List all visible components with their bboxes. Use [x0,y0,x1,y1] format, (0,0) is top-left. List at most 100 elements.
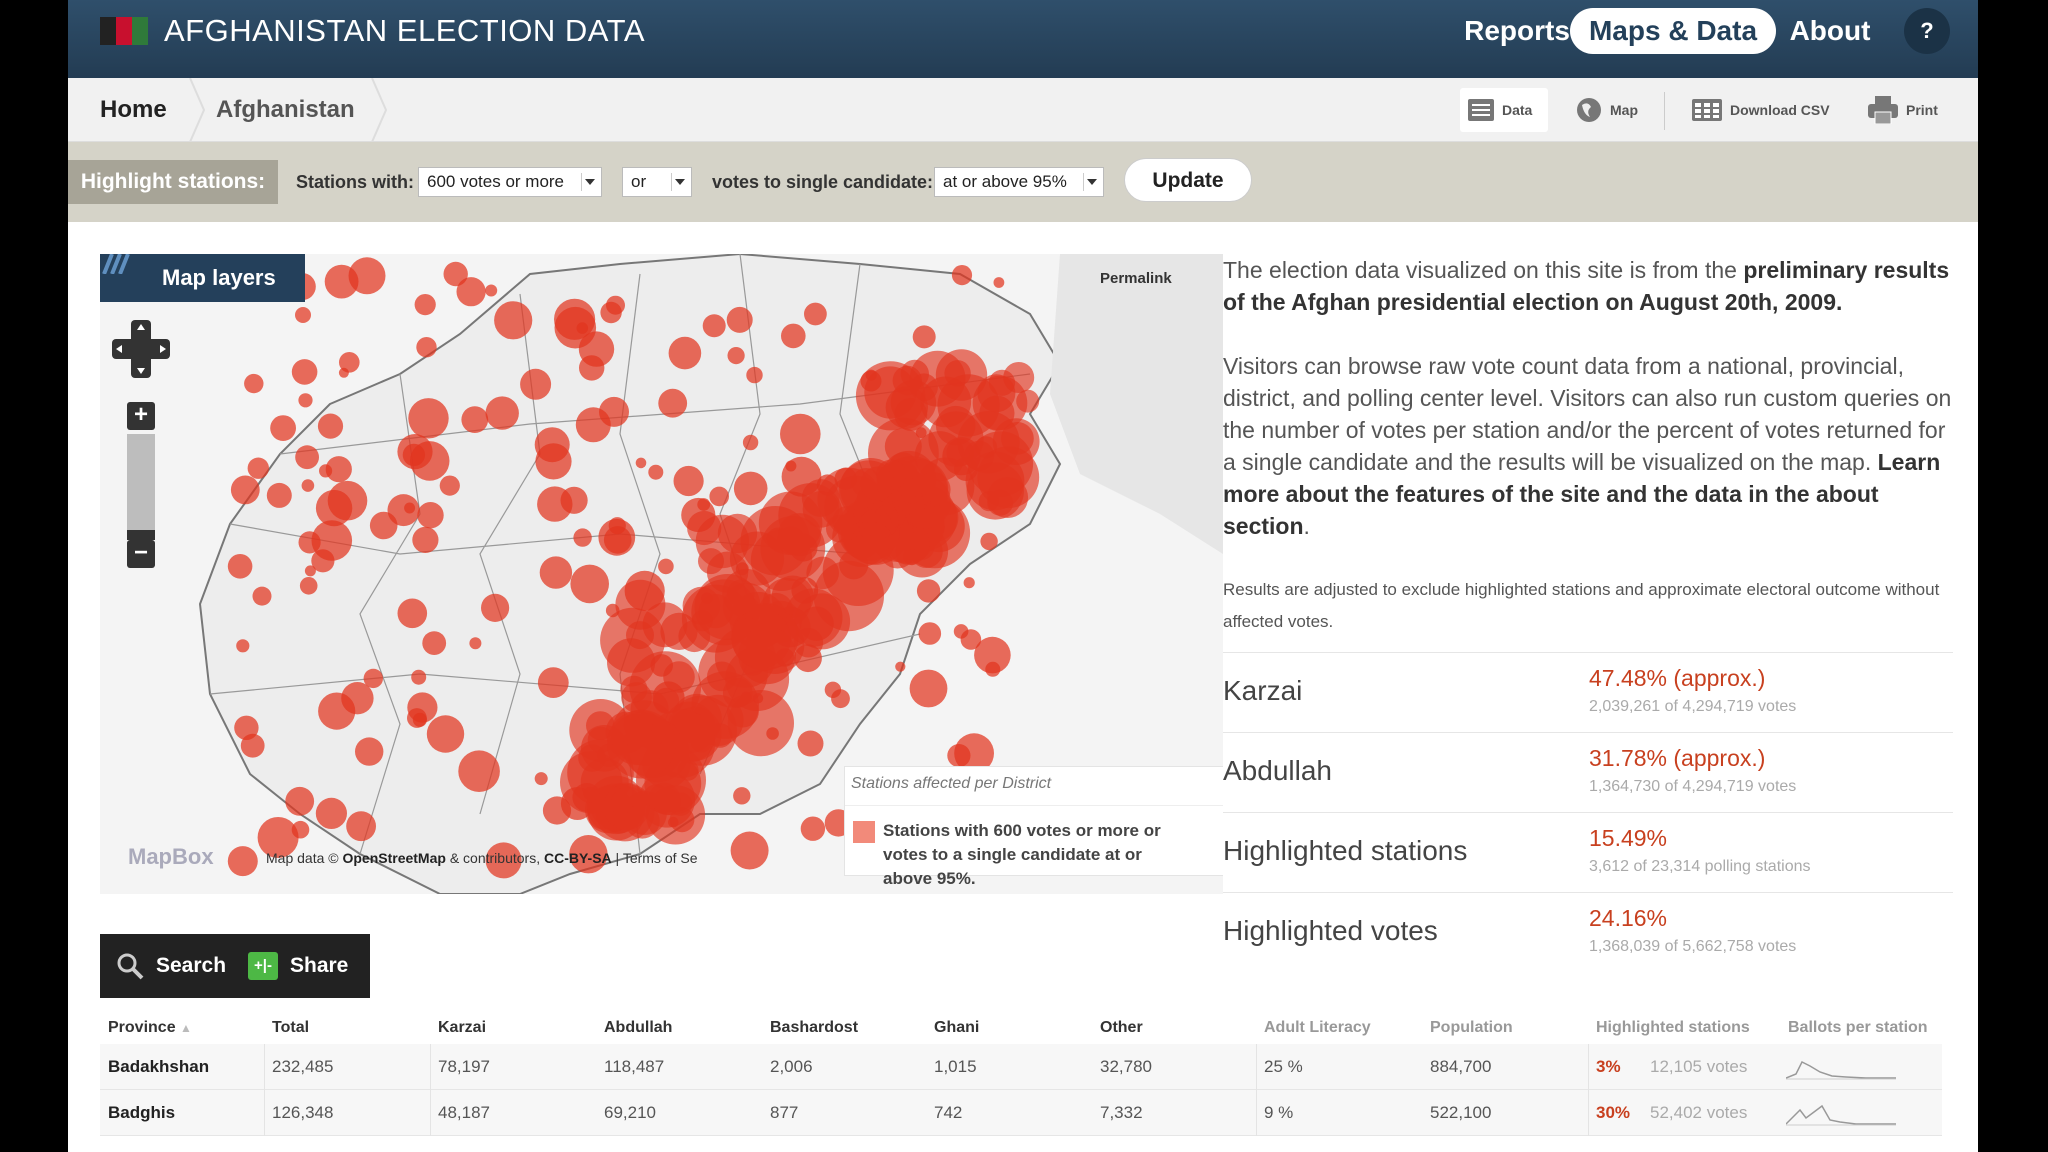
download-csv-button[interactable]: Download CSV [1684,88,1838,132]
station-bubble[interactable] [953,624,969,639]
logic-operator-select[interactable]: or [622,167,692,197]
pan-control[interactable] [112,320,170,378]
station-bubble[interactable] [985,661,1001,677]
station-bubble[interactable] [709,486,729,507]
station-bubble[interactable] [485,396,519,430]
station-bubble[interactable] [469,637,482,650]
station-bubble[interactable] [697,498,711,511]
nav-about[interactable]: About [1789,15,1871,46]
station-bubble[interactable] [780,413,821,455]
zoom-out-button[interactable]: − [127,540,155,568]
cell-province[interactable]: Badghis [108,1103,176,1122]
station-bubble[interactable] [963,577,975,589]
station-bubble[interactable] [575,407,611,443]
station-bubble[interactable] [422,631,447,655]
station-bubble[interactable] [485,842,522,879]
openstreetmap-link[interactable]: OpenStreetMap [342,850,446,866]
station-bubble[interactable] [266,482,292,508]
station-bubble[interactable] [781,323,806,349]
station-bubble[interactable] [252,586,272,606]
nav-reports[interactable]: Reports [1464,15,1570,46]
station-bubble[interactable] [600,301,622,324]
cell-province[interactable]: Badakhshan [108,1057,210,1076]
station-bubble[interactable] [311,549,335,573]
station-bubble[interactable] [717,513,758,554]
column-header-karzai[interactable]: Karzai [438,1019,487,1036]
station-bubble[interactable] [270,415,296,441]
station-bubble[interactable] [980,532,998,551]
station-bubble[interactable] [542,796,572,825]
column-header-adult-literacy[interactable]: Adult Literacy [1264,1019,1371,1036]
station-bubbles-layer[interactable] [227,257,1040,879]
station-bubble[interactable] [954,733,994,774]
station-bubble[interactable] [615,579,666,630]
station-bubble[interactable] [570,564,609,604]
station-bubble[interactable] [439,475,460,496]
station-bubble[interactable] [315,797,347,830]
station-bubble[interactable] [678,620,711,653]
station-bubble[interactable] [579,355,605,381]
breadcrumb-home[interactable]: Home [100,96,167,123]
station-bubble[interactable] [585,785,633,834]
station-bubble[interactable] [916,579,941,603]
station-bubble[interactable] [687,510,722,546]
station-bubble[interactable] [355,737,384,766]
station-bubble[interactable] [539,556,573,589]
column-header-highlighted-stations[interactable]: Highlighted stations [1596,1019,1750,1036]
permalink-link[interactable]: Permalink [1100,270,1172,287]
station-bubble[interactable] [295,307,311,323]
station-bubble[interactable] [485,284,498,297]
station-bubble[interactable] [658,558,674,575]
station-bubble[interactable] [992,418,1040,465]
print-button[interactable]: Print [1860,88,1946,132]
station-bubble[interactable] [236,639,250,653]
station-bubble[interactable] [607,709,676,779]
column-header-population[interactable]: Population [1430,1019,1513,1036]
station-bubble[interactable] [520,368,552,400]
station-bubble[interactable] [635,457,647,469]
station-bubble[interactable] [554,298,596,340]
station-bubble[interactable] [742,434,759,451]
station-bubble[interactable] [909,669,948,708]
column-header-abdullah[interactable]: Abdullah [604,1019,673,1036]
election-map[interactable]: Map layers Permalink + − MapBox Map data… [100,254,1223,894]
station-bubble[interactable] [299,577,318,595]
station-bubble[interactable] [534,772,548,786]
station-bubble[interactable] [668,336,702,370]
station-bubble[interactable] [648,464,664,480]
station-bubble[interactable] [257,817,299,858]
station-bubble[interactable] [240,733,265,758]
station-bubble[interactable] [851,522,894,565]
station-bubble[interactable] [387,494,420,527]
station-bubble[interactable] [325,456,352,483]
column-header-other[interactable]: Other [1100,1019,1143,1036]
station-bubble[interactable] [227,846,258,877]
station-bubble[interactable] [417,502,444,529]
station-bubble[interactable] [988,369,1016,396]
votes-threshold-select[interactable]: 600 votes or more [418,167,602,197]
station-bubble[interactable] [494,301,533,340]
station-bubble[interactable] [295,445,319,470]
station-bubble[interactable] [916,472,951,507]
station-bubble[interactable] [624,803,660,839]
station-bubble[interactable] [291,359,318,385]
mapbox-logo[interactable]: MapBox [128,844,214,869]
station-bubble[interactable] [304,565,316,577]
station-bubble[interactable] [317,413,344,439]
station-bubble[interactable] [907,508,935,535]
station-bubble[interactable] [802,491,840,528]
station-bubble[interactable] [537,667,569,698]
station-bubble[interactable] [535,443,572,480]
station-bubble[interactable] [397,598,428,629]
station-bubble[interactable] [951,265,973,286]
station-bubble[interactable] [895,661,906,672]
station-bubble[interactable] [673,465,704,497]
station-bubble[interactable] [603,526,632,554]
station-bubble[interactable] [363,668,383,689]
station-bubble[interactable] [918,622,942,645]
station-bubble[interactable] [412,526,439,553]
station-bubble[interactable] [244,373,264,394]
station-bubble[interactable] [702,314,726,338]
station-bubble[interactable] [346,811,376,842]
station-bubble[interactable] [408,398,449,439]
